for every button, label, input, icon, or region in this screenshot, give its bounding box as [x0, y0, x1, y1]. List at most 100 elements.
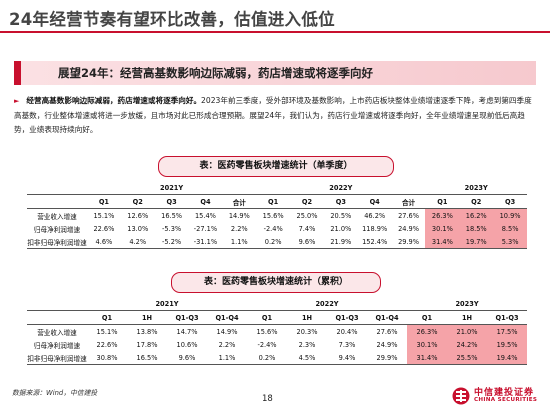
period-header: Q1-Q3 [327, 310, 368, 325]
period-header: 1H [287, 310, 328, 325]
table-cell: 27.6% [398, 211, 420, 220]
table-cell: 27.6% [376, 327, 398, 336]
period-header: 1H [447, 310, 488, 325]
table-row: 扣非归母净利润增速 4.6% 4.2% -5.2% -31.1% 1.1% 0.2% 9.6%… [27, 235, 528, 249]
table-cell: 9.6% [167, 351, 207, 365]
corner-cell [27, 297, 87, 311]
table-cell: 5.3% [493, 235, 528, 249]
summary-text: 2023年前三季度，受外部环境及基数影响，上市药店板块整体业绩增速逐季下降，考虑… [14, 96, 532, 134]
table-cell: 20.3% [296, 327, 318, 336]
table-cell: 46.2% [364, 211, 386, 220]
table-cell: 7.4% [298, 224, 316, 233]
period-header: Q1 [407, 310, 448, 325]
table-cell: 21.0% [330, 224, 352, 233]
table-cell: 15.6% [262, 211, 284, 220]
table-cell: 2.3% [298, 340, 316, 349]
table-row: 扣非归母净利润增速 30.8% 16.5% 9.6% 1.1% 0.2% 4.5% 9.4% 2… [27, 351, 528, 365]
table-cell: 10.6% [176, 340, 198, 349]
company-logo: 中信建投证券 CHINA SECURITIES [452, 384, 548, 410]
table-cell: 26.3% [407, 324, 448, 338]
table-cell: 18.5% [459, 222, 494, 235]
table-cell: 4.6% [87, 235, 121, 249]
table-cell: 31.4% [407, 351, 448, 365]
table2-title: 表：医药零售板块增速统计（累积） [171, 272, 381, 293]
table-cell: 4.5% [287, 351, 328, 365]
title-divider [0, 31, 550, 33]
period-header: Q3 [154, 194, 189, 209]
period-header: Q1-Q3 [487, 310, 528, 325]
page-number: 18 [262, 394, 273, 404]
table-cell: 19.7% [459, 235, 494, 249]
period-header-row: Q1 1H Q1-Q3 Q1-Q4 Q1 1H Q1-Q3 Q1-Q4 Q1 1H Q1-Q3 [27, 310, 528, 325]
period-header: Q3 [493, 194, 528, 209]
row-label: 归母净利润增速 [33, 341, 81, 350]
table-cell: 15.1% [93, 211, 115, 220]
period-header: Q1 [247, 310, 288, 325]
period-header-row: Q1 Q2 Q3 Q4 合计 Q1 Q2 Q3 Q4 合计 Q1 Q2 Q3 [27, 194, 528, 209]
table-cell: 20.5% [330, 211, 352, 220]
table1-title: 表：医药零售板块增速统计（单季度） [158, 156, 394, 177]
year-header: 2021Y [87, 297, 248, 311]
corner-cell [27, 181, 87, 195]
logo-emblem-icon [452, 387, 470, 405]
table-cell: 31.4% [425, 235, 460, 249]
row-label: 归母净利润增速 [33, 225, 81, 234]
table-cell: 14.9% [216, 327, 238, 336]
table-cell: 16.5% [127, 351, 167, 365]
table-cell: -31.1% [188, 235, 223, 249]
year-header: 2021Y [87, 181, 257, 195]
table-cell: 2.2% [218, 340, 236, 349]
table-cell: 1.1% [207, 351, 248, 365]
row-label: 扣非归母净利润增速 [27, 235, 87, 249]
table-cell: 12.6% [127, 211, 149, 220]
table-cell: 24.2% [447, 338, 488, 351]
table-cell: 2.2% [230, 224, 248, 233]
row-label: 营业收入增速 [37, 328, 77, 337]
table-cell: 15.6% [256, 327, 278, 336]
year-header: 2023Y [425, 181, 528, 195]
data-source: 数据来源：Wind，中信建投 [12, 389, 98, 397]
table-cell: 29.9% [367, 351, 408, 365]
table-row: 营业收入增速 15.1% 12.6% 16.5% 15.4% 14.9% 15.6% 25.0… [27, 208, 528, 222]
section-banner: 展望24年：经营高基数影响边际减弱，药店增速或将逐季向好 [14, 61, 536, 85]
table-cell: 19.4% [487, 351, 528, 365]
table-cell: 21.9% [323, 235, 358, 249]
table-cell: 30.1% [425, 222, 460, 235]
year-header-row: 2021Y 2022Y 2023Y [27, 181, 528, 195]
table-cell: 0.2% [247, 351, 288, 365]
period-header: Q1-Q4 [207, 310, 248, 325]
logo-name: 中信建投证券 [474, 388, 535, 398]
table-cell: 25.5% [447, 351, 488, 365]
table-cell: 22.6% [93, 224, 115, 233]
table-cell: 13.8% [136, 327, 158, 336]
table-cell: 30.8% [87, 351, 127, 365]
table-row: 归母净利润增速 22.6% 13.0% -5.3% -27.1% 2.2% -2.4% 7.4… [27, 222, 528, 235]
year-header: 2022Y [247, 297, 408, 311]
table-cell: 17.5% [487, 324, 528, 338]
period-header: Q1 [87, 310, 127, 325]
table-cell: 14.9% [228, 211, 250, 220]
table-cell: 19.5% [487, 338, 528, 351]
table-cell: 17.8% [136, 340, 158, 349]
table-cell: 29.9% [391, 235, 426, 249]
table-cell: 22.6% [96, 340, 118, 349]
period-header: Q3 [323, 194, 358, 209]
table-cell: 15.4% [194, 211, 216, 220]
period-header: Q1 [87, 194, 121, 209]
year-header-row: 2021Y 2022Y 2023Y [27, 297, 528, 311]
table-cell: -5.3% [162, 224, 182, 233]
year-header: 2022Y [256, 181, 426, 195]
period-header: Q1-Q4 [367, 310, 408, 325]
page-title: 24年经营节奏有望环比改善，估值进入低位 [9, 10, 335, 29]
period-header: 1H [127, 310, 167, 325]
year-header: 2023Y [407, 297, 528, 311]
period-header: Q2 [290, 194, 324, 209]
table-row: 营业收入增速 15.1% 13.8% 14.7% 14.9% 15.6% 20.3% 20.4… [27, 324, 528, 338]
table1-quarterly: 2021Y 2022Y 2023Y Q1 Q2 Q3 Q4 合计 Q1 Q2 Q3 Q4 合计 Q1 Q2 Q… [27, 181, 528, 249]
table-cell: 24.9% [376, 340, 398, 349]
table-cell: 9.6% [290, 235, 324, 249]
table-cell: 25.0% [296, 211, 318, 220]
table-cell: 14.7% [176, 327, 198, 336]
period-header: Q1 [256, 194, 291, 209]
table-cell: 8.5% [493, 222, 528, 235]
